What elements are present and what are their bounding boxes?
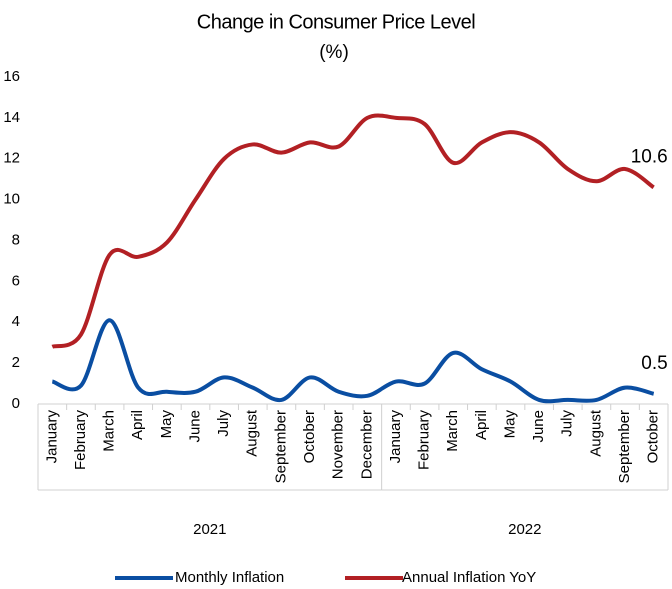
x-tick-label: February xyxy=(72,410,89,471)
y-tick-label: 12 xyxy=(3,150,20,167)
legend-label: Annual Inflation YoY xyxy=(402,569,536,586)
x-tick-label: August xyxy=(244,409,261,457)
chart-title: Change in Consumer Price Level xyxy=(197,11,476,33)
series-line xyxy=(51,318,655,404)
x-tick-label: June xyxy=(530,410,547,443)
y-tick-label: 8 xyxy=(12,231,20,248)
y-tick-label: 4 xyxy=(12,313,20,330)
x-tick-label: May xyxy=(158,410,175,439)
x-tick-label: November xyxy=(330,410,347,479)
series-line xyxy=(51,113,655,349)
y-tick-label: 14 xyxy=(3,109,20,126)
x-tick-label: September xyxy=(272,410,289,483)
y-tick-label: 2 xyxy=(12,354,20,371)
group-label: 2022 xyxy=(508,521,541,538)
x-tick-label: July xyxy=(215,410,232,437)
x-tick-label: September xyxy=(616,410,633,483)
x-tick-label: March xyxy=(101,410,118,452)
x-tick-label: March xyxy=(444,410,461,452)
y-tick-label: 6 xyxy=(12,272,20,289)
x-tick-label: August xyxy=(587,409,604,457)
legend-label: Monthly Inflation xyxy=(175,569,284,586)
x-tick-label: January xyxy=(387,410,404,464)
chart-subtitle: (%) xyxy=(319,42,349,63)
x-tick-label: February xyxy=(416,410,433,471)
x-tick-label: October xyxy=(645,410,662,463)
group-label: 2021 xyxy=(193,521,226,538)
y-tick-label: 10 xyxy=(3,191,20,208)
data-label: 10.6 xyxy=(631,146,668,167)
x-tick-label: May xyxy=(501,410,518,439)
x-tick-label: April xyxy=(473,410,490,440)
x-tick-label: April xyxy=(129,410,146,440)
x-tick-label: July xyxy=(559,410,576,437)
x-tick-label: October xyxy=(301,410,318,463)
x-tick-label: December xyxy=(358,410,375,479)
x-tick-label: June xyxy=(186,410,203,443)
x-tick-label: January xyxy=(43,410,60,464)
data-label: 0.5 xyxy=(641,353,667,374)
y-tick-label: 16 xyxy=(3,68,20,85)
y-tick-label: 0 xyxy=(12,395,20,412)
